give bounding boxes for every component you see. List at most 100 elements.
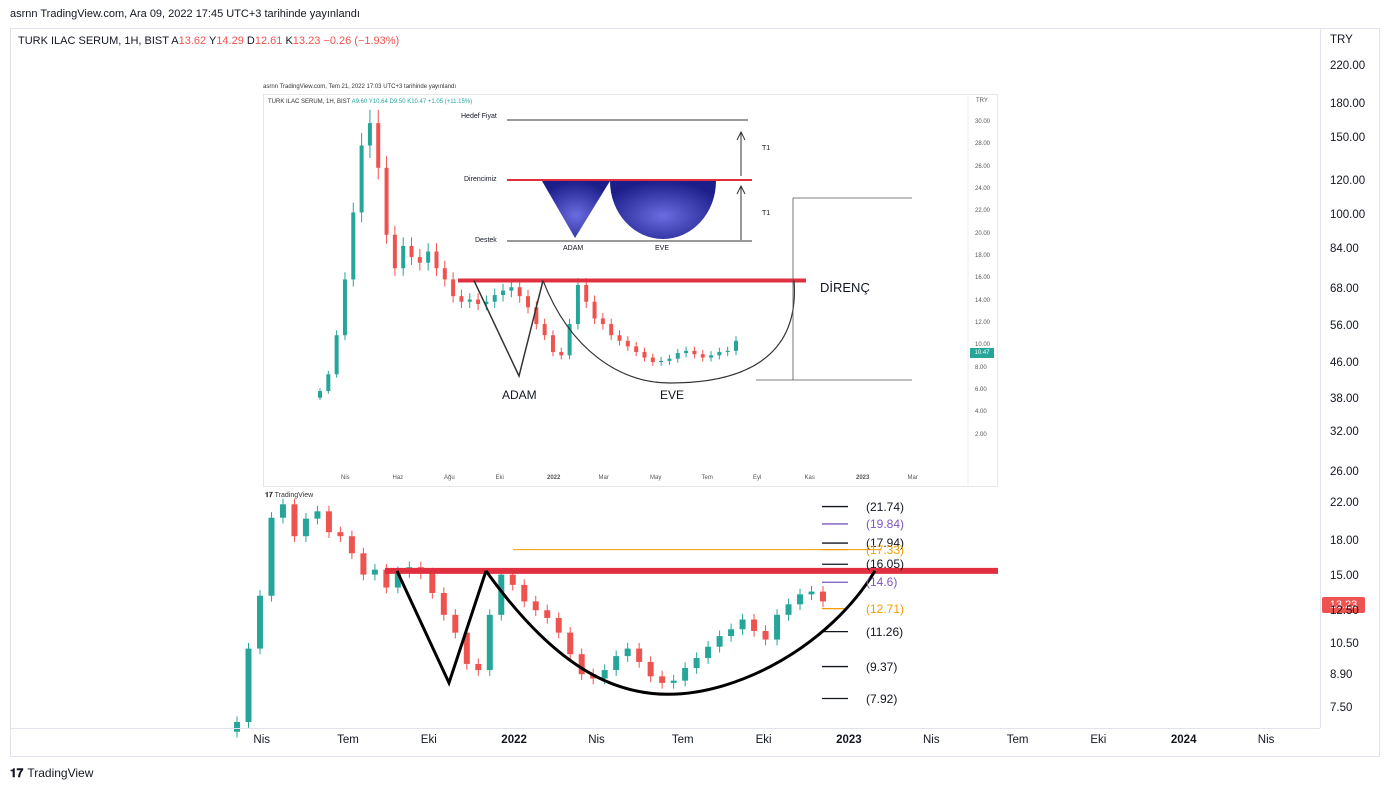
- inset-symbol: TURK ILAC SERUM, 1H, BIST: [268, 99, 351, 105]
- inset-price-tick: 4.00: [975, 409, 987, 416]
- candle-body: [601, 670, 608, 679]
- inset-time-tick: May: [650, 475, 662, 481]
- level-label: (21.74): [866, 499, 905, 514]
- level-label: (19.84): [866, 516, 905, 531]
- inset-chart-frame: [263, 94, 998, 487]
- candle-body: [820, 591, 826, 602]
- low-label: D: [246, 35, 255, 47]
- footer-brand-text: TradingView: [27, 766, 94, 780]
- candle-body: [383, 569, 390, 588]
- inset-time-tick: Haz: [392, 475, 404, 481]
- inset-time-tick: Ağu: [444, 475, 455, 481]
- price-tick-label: 32.00: [1330, 426, 1359, 439]
- candle-body: [797, 594, 804, 605]
- left-pattern-annotation: ADAM: [502, 388, 537, 402]
- chart-frame: [10, 28, 1380, 757]
- inset-price-tick: 16.00: [975, 275, 991, 282]
- price-tick-label: 220.00: [1330, 59, 1366, 72]
- price-tick-label: 8.90: [1330, 669, 1353, 682]
- time-tick-label: Eki: [420, 734, 437, 746]
- candle-body: [360, 553, 367, 575]
- inset-price-tick: 12.00: [975, 320, 991, 327]
- time-axis[interactable]: [10, 728, 1320, 758]
- candle-body: [475, 663, 482, 671]
- inset-brand: 𝟏𝟕 TradingView: [265, 492, 314, 499]
- inset-brand-text: TradingView: [274, 492, 314, 499]
- inset-time-tick: Eyl: [753, 475, 762, 481]
- candle-body: [463, 632, 470, 664]
- time-tick-label: 2022: [501, 734, 527, 746]
- candle-body: [498, 574, 505, 615]
- tradingview-logo-icon: 𝟏𝟕: [10, 766, 24, 780]
- inset-time-tick: Mar: [907, 475, 918, 481]
- candle-body: [659, 676, 666, 683]
- candle-body: [440, 592, 447, 615]
- candle-body: [716, 636, 723, 647]
- candle-body: [279, 504, 286, 518]
- price-tick-label: 26.00: [1330, 465, 1359, 478]
- candle-body: [774, 614, 781, 640]
- target-upper-label: T1: [762, 145, 771, 152]
- time-tick-label: 2023: [836, 734, 862, 746]
- inset-time-tick: Tem: [701, 475, 713, 481]
- inset-time-tick: Mar: [598, 475, 609, 481]
- high-label: Y: [208, 35, 217, 47]
- candle-body: [394, 572, 401, 588]
- inset-price-tick: 24.00: [975, 186, 991, 193]
- candle-body: [234, 722, 240, 732]
- inset-price-tick: 26.00: [975, 163, 991, 170]
- candle-body: [371, 569, 378, 575]
- inset-price-tick: 10.00: [975, 342, 991, 349]
- candle-body: [291, 504, 298, 537]
- candle-body: [544, 610, 551, 618]
- candle-body: [636, 648, 643, 662]
- price-tick-label: 18.00: [1330, 535, 1359, 548]
- symbol-legend: TURK ILAC SERUM, 1H, BIST A13.62 Y14.29 …: [18, 35, 399, 47]
- candle-body: [452, 614, 459, 633]
- time-tick-label: Nis: [923, 734, 940, 746]
- inset-price-tick: 2.00: [975, 431, 987, 438]
- inset-time-tick: 2023: [856, 475, 870, 481]
- time-tick-label: Nis: [253, 734, 271, 746]
- inset-time-tick: Eki: [495, 475, 504, 481]
- right-pattern-annotation: EVE: [660, 388, 685, 402]
- last-price-tag: 13.23: [1322, 597, 1365, 613]
- candle-body: [647, 661, 654, 677]
- candle-body: [739, 619, 746, 630]
- candle-body: [567, 632, 574, 655]
- price-tick-label: 12.50: [1330, 604, 1359, 617]
- price-tick-label: 15.00: [1330, 570, 1359, 583]
- level-label: (12.71): [866, 601, 905, 616]
- candle-body: [578, 654, 585, 675]
- candle-body: [762, 630, 769, 640]
- time-tick-label: 2024: [1170, 734, 1197, 746]
- candle-body: [302, 518, 309, 537]
- inset-time-tick: Nis: [341, 475, 350, 481]
- candle-body: [624, 648, 631, 657]
- level-label: (9.37): [866, 659, 898, 674]
- inset-legend: TURK ILAC SERUM, 1H, BIST A9.60 Y10.64 D…: [268, 99, 472, 105]
- price-tick-label: 46.00: [1330, 357, 1359, 370]
- low-value: 12.61: [254, 35, 283, 47]
- candle-body: [348, 536, 355, 554]
- candle-body: [728, 629, 735, 637]
- price-tick-label: 120.00: [1330, 174, 1366, 187]
- time-tick-label: Nis: [1257, 734, 1275, 746]
- publish-caption: asrnn TradingView.com, Ara 09, 2022 17:4…: [10, 8, 360, 20]
- level-label: (16.05): [866, 557, 905, 572]
- price-tick-label: 7.50: [1330, 701, 1353, 714]
- price-tick-label: 22.00: [1330, 497, 1359, 510]
- candle-body: [693, 658, 700, 668]
- inset-currency: TRY: [976, 98, 988, 104]
- price-axis[interactable]: [1320, 28, 1381, 728]
- candle-body: [256, 595, 263, 649]
- price-tick-label: 180.00: [1330, 97, 1366, 110]
- candle-body: [785, 604, 792, 615]
- inset-price-tick: 22.00: [975, 208, 991, 215]
- inset-time-tick: 2022: [547, 475, 561, 481]
- close-label: K: [285, 35, 293, 47]
- price-tick-label: 38.00: [1330, 393, 1359, 406]
- candle-body: [245, 648, 252, 722]
- candle-body: [521, 584, 528, 602]
